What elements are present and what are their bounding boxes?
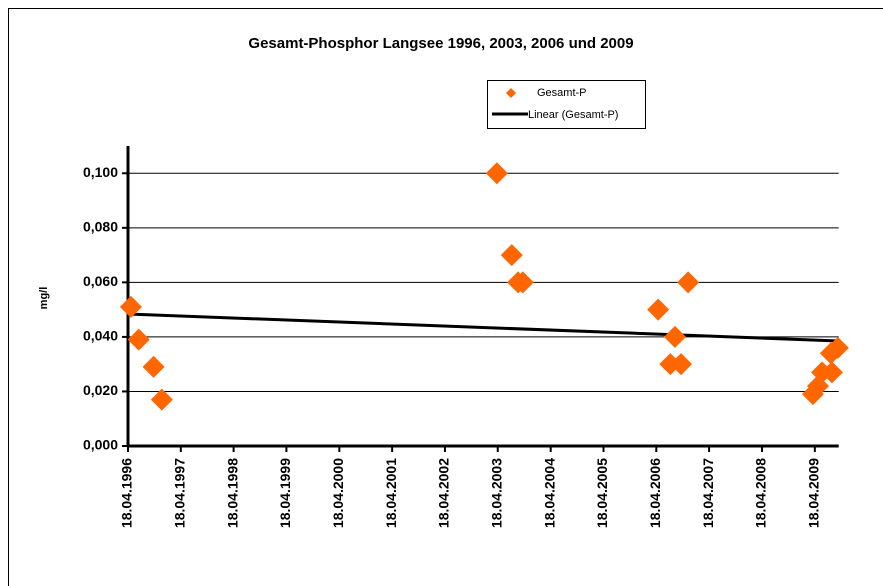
legend [487, 80, 646, 129]
legend-marker [506, 88, 516, 98]
y-tick-label: 0,080 [83, 219, 118, 235]
x-tick-label: 18.04.2008 [753, 458, 769, 528]
data-point [127, 328, 150, 351]
x-tick-label: 18.04.2009 [806, 458, 822, 528]
data-point [142, 355, 165, 378]
legend-label: Gesamt-P [537, 87, 587, 99]
x-tick-label: 18.04.2001 [383, 458, 399, 528]
data-point [677, 271, 700, 294]
chart-frame [8, 8, 883, 586]
data-point [511, 271, 534, 294]
y-tick-label: 0,000 [83, 437, 118, 453]
y-tick-label: 0,020 [83, 382, 118, 398]
data-point [119, 295, 142, 318]
x-tick-label: 18.04.2005 [594, 458, 610, 528]
data-point [820, 361, 843, 384]
data-point [150, 388, 173, 411]
legend-label: Linear (Gesamt-P) [528, 109, 618, 121]
x-tick-label: 18.04.2007 [700, 458, 716, 528]
y-axis-label: mg/l [38, 287, 50, 310]
data-point [670, 353, 693, 376]
x-tick-label: 18.04.2003 [488, 458, 504, 528]
x-tick-label: 18.04.2006 [647, 458, 663, 528]
data-point [647, 298, 670, 321]
data-point [485, 162, 508, 185]
data-point [500, 244, 523, 267]
data-point [663, 325, 686, 348]
x-tick-label: 18.04.2002 [436, 458, 452, 528]
y-tick-label: 0,100 [83, 164, 118, 180]
trendline [127, 312, 839, 343]
y-tick-label: 0,060 [83, 273, 118, 289]
x-tick-label: 18.04.2000 [330, 458, 346, 528]
x-tick-label: 18.04.1999 [277, 458, 293, 528]
chart-title: Gesamt-Phosphor Langsee 1996, 2003, 2006… [248, 35, 633, 52]
x-tick-label: 18.04.2004 [541, 458, 557, 528]
x-tick-label: 18.04.1996 [119, 458, 135, 528]
x-tick-label: 18.04.1998 [224, 458, 240, 528]
y-tick-label: 0,040 [83, 328, 118, 344]
data-point [826, 336, 849, 359]
x-tick-label: 18.04.1997 [172, 458, 188, 528]
